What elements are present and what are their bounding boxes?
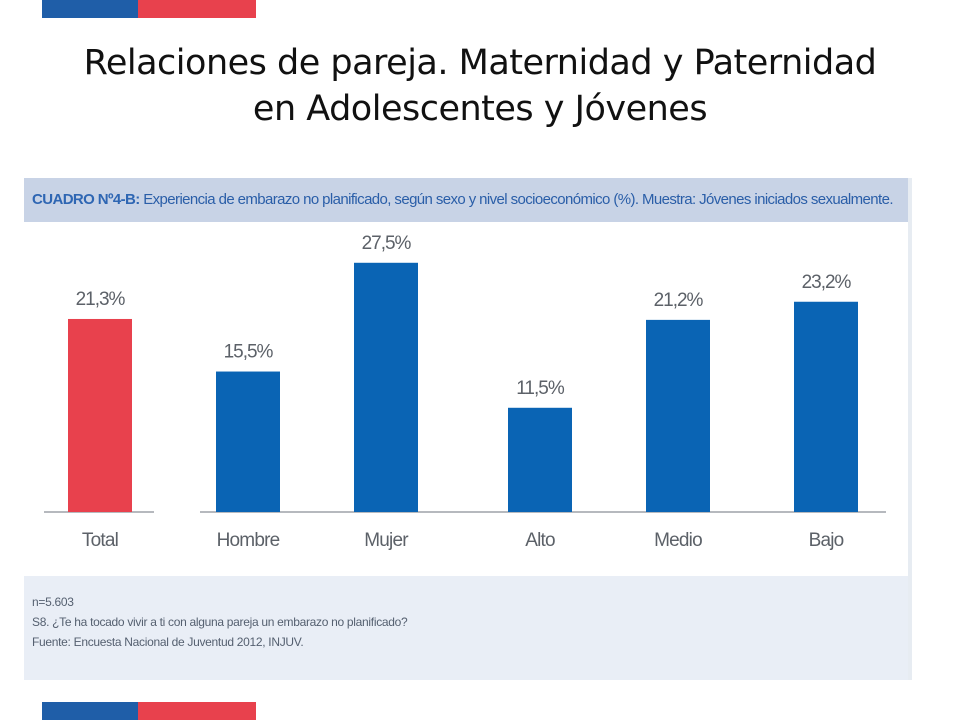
- category-label-mujer: Mujer: [364, 530, 409, 551]
- slide-title-line-2: en Adolescentes y Jóvenes: [252, 89, 708, 129]
- slide-title: Relaciones de pareja. Maternidad y Pater…: [40, 40, 920, 132]
- note-sample-size: n=5.603: [32, 595, 74, 609]
- data-label-bajo: 23,2%: [802, 272, 852, 293]
- data-label-total: 21,3%: [76, 289, 126, 310]
- category-label-total: Total: [82, 530, 118, 551]
- slide-title-line-1: Relaciones de pareja. Maternidad y Pater…: [83, 43, 877, 83]
- bar-alto: [508, 407, 572, 512]
- category-label-alto: Alto: [525, 530, 555, 551]
- flag-bar-bottom: [42, 702, 256, 720]
- note-source: Fuente: Encuesta Nacional de Juventud 20…: [32, 635, 304, 649]
- flag-red-segment: [138, 0, 256, 18]
- category-label-bajo: Bajo: [809, 530, 844, 551]
- chart-notes: n=5.603 S8. ¿Te ha tocado vivir a ti con…: [24, 576, 908, 680]
- chart-panel-header: CUADRO Nº4-B: Experiencia de embarazo no…: [24, 178, 908, 222]
- flag-red-segment: [138, 702, 256, 720]
- flag-blue-segment: [42, 0, 138, 18]
- data-label-mujer: 27,5%: [362, 233, 412, 254]
- bar-total: [68, 318, 132, 512]
- data-label-hombre: 15,5%: [224, 342, 274, 363]
- chart-panel-header-code: CUADRO Nº4-B:: [32, 191, 140, 208]
- bar-bajo: [794, 301, 858, 512]
- chart-panel-header-text: Experiencia de embarazo no planificado, …: [139, 191, 893, 208]
- data-label-alto: 11,5%: [516, 378, 565, 399]
- note-question: S8. ¿Te ha tocado vivir a ti con alguna …: [32, 615, 408, 629]
- bar-mujer: [354, 262, 418, 512]
- category-label-medio: Medio: [654, 530, 702, 551]
- chart-panel: CUADRO Nº4-B: Experiencia de embarazo no…: [24, 178, 912, 680]
- flag-bar-top: [42, 0, 256, 18]
- bar-hombre: [216, 371, 280, 512]
- category-label-hombre: Hombre: [217, 530, 280, 551]
- bar-medio: [646, 319, 710, 512]
- bar-chart: 21,3% Total 15,5% Hombre 27,5% Mujer 11,5% Alto…: [44, 233, 886, 551]
- data-label-medio: 21,2%: [654, 290, 704, 311]
- flag-blue-segment: [42, 702, 138, 720]
